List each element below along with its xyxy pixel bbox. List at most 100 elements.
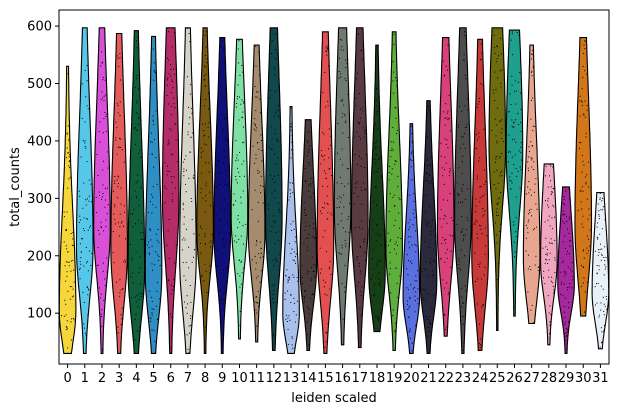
plot-frame [58, 9, 610, 365]
jitter-points-20 [406, 125, 419, 352]
violin-8 [196, 27, 214, 354]
violin-29 [557, 186, 575, 354]
x-tick-label-24: 24 [472, 371, 489, 386]
x-tick-label-30: 30 [575, 371, 592, 386]
x-tick-label-14: 14 [300, 371, 317, 386]
violin-14 [299, 119, 318, 352]
y-axis-ticks: 100 200 300 400 500 600 [27, 20, 59, 322]
x-tick-label-23: 23 [455, 371, 472, 386]
jitter-points-10 [232, 40, 247, 326]
x-tick-label-13: 13 [283, 371, 300, 386]
violin-22 [436, 37, 455, 337]
x-tick-label-2: 2 [98, 371, 106, 386]
x-tick-label-25: 25 [489, 371, 506, 386]
x-tick-label-3: 3 [115, 371, 123, 386]
jitter-points-26 [507, 31, 522, 309]
jitter-points-19 [387, 33, 402, 332]
violin-10 [230, 38, 249, 340]
x-tick-label-11: 11 [248, 371, 265, 386]
x-tick-label-28: 28 [541, 371, 558, 386]
jitter-points-13 [284, 107, 299, 349]
violin-13 [282, 105, 300, 354]
jitter-points-30 [577, 40, 591, 313]
violin-18 [368, 44, 386, 333]
violin-group [58, 27, 610, 354]
jitter-points-31 [594, 193, 608, 348]
violin-27 [522, 44, 541, 325]
x-tick-label-29: 29 [558, 371, 575, 386]
y-tick-label-400: 400 [27, 134, 52, 149]
x-axis-ticks: 0 1 2 3 4 5 6 7 8 9 10 11 12 13 14 15 16 17 18 19 20 21 22 23 24… [63, 364, 609, 386]
jitter-points-5 [147, 48, 161, 342]
jitter-points-12 [267, 33, 281, 338]
jitter-points-4 [130, 36, 144, 341]
x-tick-label-15: 15 [317, 371, 334, 386]
jitter-points-7 [181, 28, 196, 354]
jitter-points-15 [319, 45, 333, 348]
violin-0 [58, 65, 77, 354]
jitter-points-27 [525, 45, 539, 324]
violin-24 [471, 38, 489, 352]
jitter-points-11 [251, 45, 264, 327]
violin-28 [540, 163, 558, 346]
x-tick-label-21: 21 [420, 371, 437, 386]
jitter-points-6 [164, 31, 178, 354]
violin-2 [93, 27, 111, 354]
violin-5 [144, 35, 163, 354]
jitter-points-29 [559, 188, 574, 350]
jitter-points-22 [439, 44, 454, 330]
x-tick-label-7: 7 [184, 371, 192, 386]
violin-26 [505, 29, 524, 317]
x-tick-label-6: 6 [167, 371, 175, 386]
violin-16 [333, 27, 352, 346]
jitter-points-1 [78, 65, 93, 336]
jitter-points-3 [112, 53, 126, 343]
x-tick-label-0: 0 [63, 371, 71, 386]
jitter-points-21 [421, 105, 436, 337]
y-tick-label-100: 100 [27, 307, 52, 322]
x-tick-label-20: 20 [403, 371, 420, 386]
violin-4 [127, 30, 146, 354]
jitter-points-24 [474, 43, 488, 349]
y-tick-label-300: 300 [27, 192, 52, 207]
x-tick-label-26: 26 [506, 371, 523, 386]
x-tick-label-27: 27 [523, 371, 540, 386]
x-tick-label-22: 22 [437, 371, 454, 386]
violin-20 [402, 123, 421, 354]
x-tick-label-5: 5 [149, 371, 157, 386]
jitter-points-14 [301, 131, 316, 346]
violin-15 [316, 31, 335, 354]
violin-30 [574, 37, 593, 317]
violin-1 [75, 27, 94, 354]
x-tick-label-4: 4 [132, 371, 140, 386]
jitter-points-28 [542, 164, 556, 339]
x-tick-label-1: 1 [81, 371, 89, 386]
violin-7 [179, 27, 197, 354]
jitter-points-16 [336, 39, 350, 320]
violin-31 [591, 192, 610, 350]
violin-23 [454, 27, 472, 354]
jitter-points-8 [198, 31, 213, 329]
jitter-points-2 [95, 51, 109, 355]
x-tick-label-10: 10 [231, 371, 248, 386]
y-tick-label-600: 600 [27, 20, 52, 35]
x-tick-label-18: 18 [369, 371, 386, 386]
x-tick-label-12: 12 [266, 371, 283, 386]
jitter-points-23 [456, 31, 469, 351]
x-tick-label-9: 9 [218, 371, 226, 386]
x-tick-label-31: 31 [592, 371, 609, 386]
violin-25 [488, 27, 507, 331]
x-axis-label: leiden scaled [291, 391, 377, 406]
violin-6 [161, 27, 180, 354]
y-tick-label-500: 500 [27, 77, 52, 92]
violin-19 [385, 31, 403, 352]
violin-21 [419, 100, 438, 354]
violin-9 [213, 37, 232, 354]
jitter-points-25 [491, 34, 505, 327]
y-axis-label: total_counts [8, 147, 23, 227]
jitter-points-17 [353, 33, 367, 316]
x-tick-label-16: 16 [334, 371, 351, 386]
jitter-points-18 [370, 46, 384, 322]
violin-11 [247, 44, 266, 343]
